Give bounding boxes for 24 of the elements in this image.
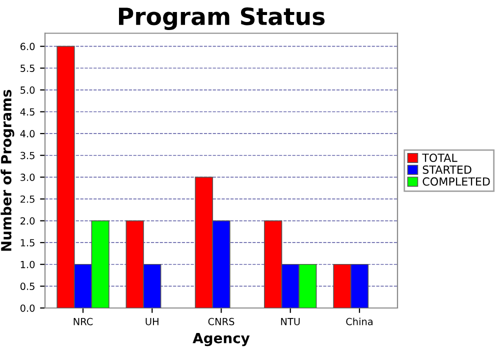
y-tick-label: 2.0 [20, 217, 35, 225]
y-tick-label: 4.5 [20, 108, 34, 116]
y-tick-label: 0.5 [20, 282, 34, 290]
legend-label: COMPLETED [422, 177, 490, 186]
y-tick-label: 5.0 [20, 86, 35, 94]
legend-label: STARTED [422, 165, 472, 174]
y-axis-title: Number of Programs [0, 90, 14, 251]
x-axis-title: Agency [192, 333, 250, 346]
y-tick-label: 5.5 [20, 64, 34, 72]
legend-label: TOTAL [422, 154, 458, 162]
x-tick-label: China [346, 318, 372, 326]
x-tick-label: NRC [74, 318, 93, 326]
y-tick-label: 2.5 [20, 195, 34, 203]
x-tick-label: NTU [281, 318, 300, 326]
y-tick-label: 6.0 [20, 42, 35, 50]
y-tick-label: 0.0 [20, 304, 35, 312]
y-tick-label: 3.0 [20, 174, 35, 181]
y-tick-label: 1.5 [20, 239, 34, 246]
y-tick-label: 4.0 [20, 130, 35, 138]
chart-title: Program Status [119, 7, 325, 30]
y-tick-label: 1.0 [20, 260, 35, 268]
y-tick-label: 3.5 [20, 152, 34, 160]
x-tick-label: UH [146, 318, 158, 326]
x-tick-label: CNRS [208, 318, 234, 326]
